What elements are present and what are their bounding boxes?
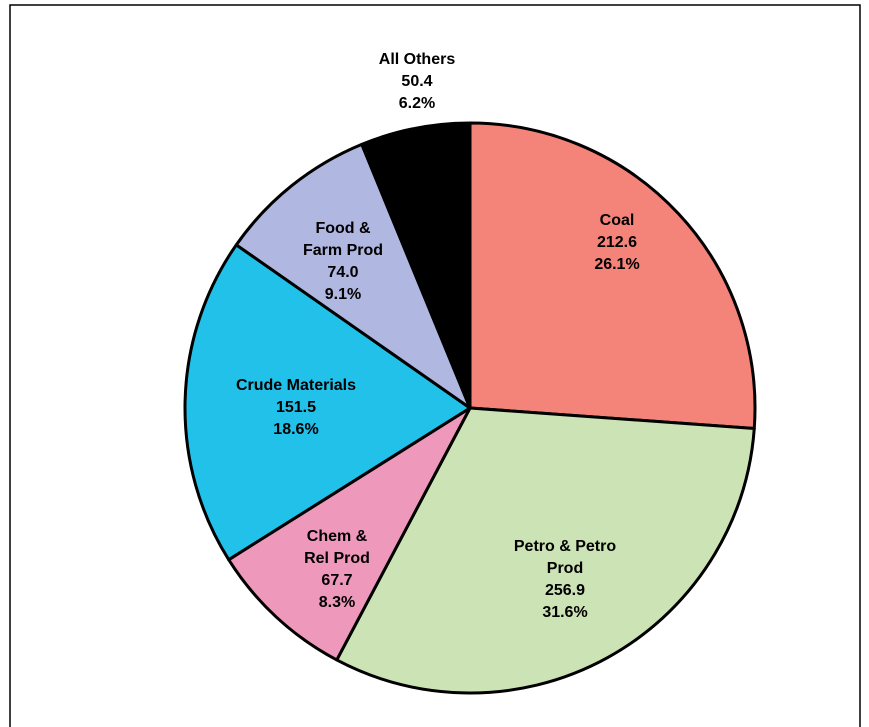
percent-label: 31.6% (542, 604, 588, 621)
slice-label: Food & Farm Prod 74.0 9.1% (303, 218, 383, 306)
slice-label: All Others 50.4 6.2% (379, 49, 455, 115)
pie (183, 121, 757, 695)
value-label: 50.4 (401, 73, 433, 90)
value-label: 67.7 (321, 572, 353, 589)
value-label: 151.5 (275, 399, 317, 416)
pie-slice (360, 121, 472, 410)
slice-label: Crude Materials 151.5 18.6% (236, 375, 356, 441)
pie-slice (468, 121, 757, 431)
category-label: Chem & Rel Prod (304, 528, 370, 567)
category-label: Crude Materials (235, 377, 357, 394)
category-label: All Others (378, 51, 456, 68)
percent-label: 8.3% (318, 594, 356, 611)
slice-label: Petro & Petro Prod 256.9 31.6% (514, 536, 616, 624)
percent-label: 26.1% (594, 256, 640, 273)
pie-slice (234, 142, 472, 410)
category-label: Petro & Petro Prod (513, 538, 617, 577)
pie-slice (183, 243, 472, 562)
category-label: Coal (599, 212, 635, 229)
value-label: 256.9 (544, 582, 586, 599)
percent-label: 6.2% (398, 95, 436, 112)
pie-slice (335, 406, 756, 695)
category-label: Food & Farm Prod (302, 220, 384, 259)
slice-label: Chem & Rel Prod 67.7 8.3% (304, 526, 370, 614)
value-label: 212.6 (596, 234, 638, 251)
value-label: 74.0 (327, 264, 359, 281)
percent-label: 18.6% (273, 421, 319, 438)
percent-label: 9.1% (324, 286, 362, 303)
slice-label: Coal 212.6 26.1% (594, 210, 639, 276)
pie-slice (227, 406, 472, 662)
